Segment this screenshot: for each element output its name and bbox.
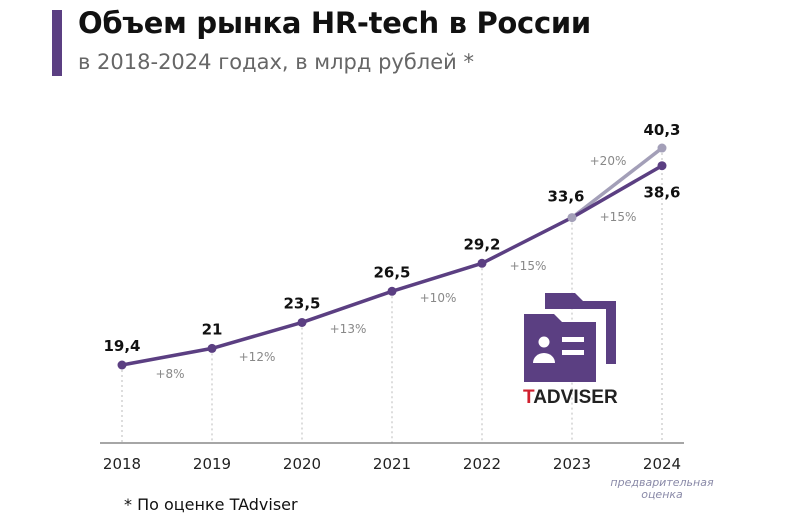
title-accent-bar [52, 10, 62, 76]
estimate-data-point [657, 143, 667, 153]
data-point [297, 317, 307, 327]
data-point [387, 286, 397, 296]
growth-label: +13% [330, 322, 367, 336]
x-sublabel: предварительная [610, 476, 714, 489]
value-label: 23,5 [283, 294, 320, 312]
growth-label: +15% [510, 259, 547, 273]
growth-label: +10% [420, 291, 457, 305]
card-line-icon [562, 350, 584, 355]
card-line-icon [562, 337, 584, 342]
x-tick-label: 2024 [643, 455, 681, 473]
value-label: 33,6 [547, 188, 584, 206]
person-head-icon [538, 336, 550, 348]
x-tick-label: 2020 [283, 455, 321, 473]
logo-text: TADVISER [523, 387, 618, 408]
footnote: * По оценке TAdviser [124, 495, 298, 514]
tadviser-logo: TADVISER [523, 293, 618, 408]
growth-label: +15% [600, 210, 637, 224]
value-label: 19,4 [103, 337, 140, 355]
person-body-icon [533, 353, 555, 363]
data-point [657, 161, 667, 171]
x-tick-label: 2022 [463, 455, 501, 473]
data-point [567, 213, 577, 223]
data-point [477, 258, 487, 268]
data-point [207, 343, 217, 353]
chart-title: Объем рынка HR-tech в России [78, 6, 591, 40]
growth-label: +12% [239, 350, 276, 364]
estimate-value-label: 40,3 [643, 121, 680, 139]
value-label: 38,6 [643, 184, 680, 202]
value-label: 21 [202, 320, 223, 338]
x-tick-label: 2023 [553, 455, 591, 473]
growth-label: +8% [155, 367, 184, 381]
estimate-series-line [570, 146, 664, 219]
x-tick-label: 2019 [193, 455, 231, 473]
folder-back-icon [545, 293, 616, 364]
chart-subtitle: в 2018-2024 годах, в млрд рублей * [78, 50, 474, 74]
data-point [117, 360, 127, 370]
value-label: 29,2 [463, 235, 500, 253]
value-label: 26,5 [373, 263, 410, 281]
x-tick-label: 2018 [103, 455, 141, 473]
x-sublabel: оценка [641, 488, 683, 501]
folder-icon [524, 314, 596, 382]
x-tick-label: 2021 [373, 455, 411, 473]
estimate-growth-label: +20% [590, 154, 627, 168]
